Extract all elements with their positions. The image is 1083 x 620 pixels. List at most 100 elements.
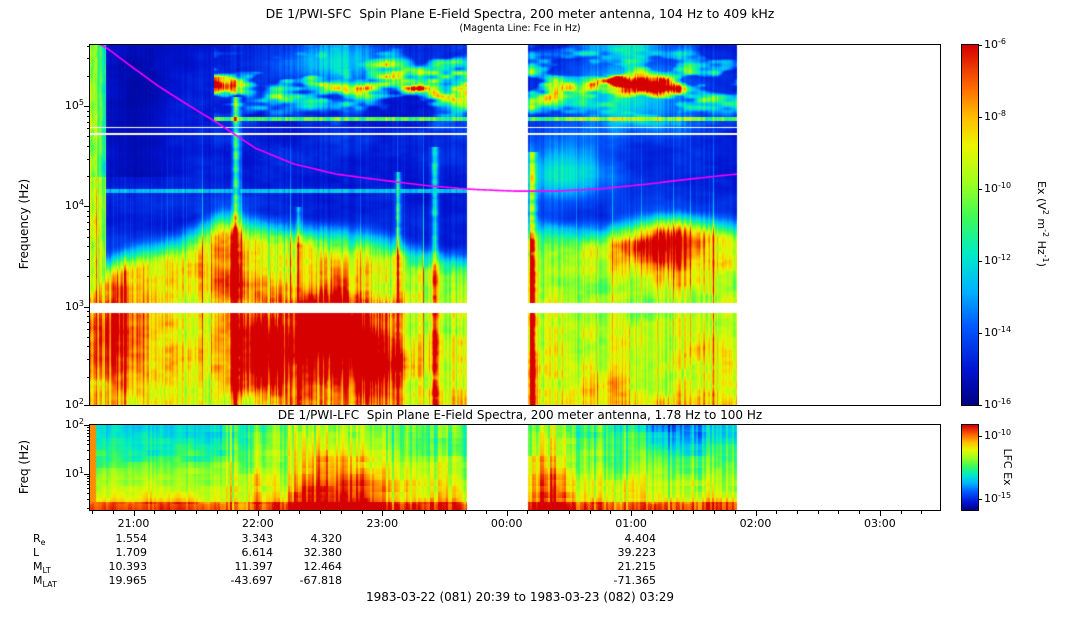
y-minor-tick-mark: [87, 45, 90, 47]
x-minor-tick-mark: [320, 511, 322, 514]
sfc-spectrogram-canvas: [90, 45, 940, 405]
x-minor-tick-mark: [112, 511, 114, 514]
colorbar-tick-label: 10-15: [984, 490, 1012, 505]
ephemeris-value: 39.223: [617, 546, 657, 559]
y-minor-tick-mark: [87, 481, 90, 483]
colorbar-tick-mark: [979, 498, 982, 500]
y-tick-label: 105: [64, 98, 84, 113]
y-minor-tick-mark: [87, 316, 90, 318]
y-minor-tick-mark: [87, 58, 90, 60]
y-minor-tick-mark: [87, 336, 90, 338]
ephemeris-value: -67.818: [299, 574, 342, 587]
y-minor-tick-mark: [87, 210, 90, 212]
ephemeris-value: 21.215: [617, 560, 657, 573]
x-tick-mark: [133, 511, 135, 516]
x-minor-tick-mark: [403, 511, 404, 514]
x-tick-mark: [382, 511, 384, 516]
y-minor-tick-mark: [87, 432, 90, 434]
ephemeris-value: -43.697: [230, 574, 273, 587]
time-range-footer: 1983-03-22 (081) 20:39 to 1983-03-23 (08…: [365, 590, 675, 604]
y-minor-tick-mark: [87, 429, 90, 431]
y-minor-tick-mark: [87, 439, 90, 441]
y-minor-tick-mark: [87, 176, 90, 178]
colorbar-tick-mark: [979, 189, 982, 190]
x-minor-tick-mark: [175, 511, 176, 514]
y-minor-tick-mark: [87, 110, 90, 112]
y-minor-tick-mark: [87, 358, 90, 360]
y-tick-label: 102: [64, 397, 84, 411]
x-minor-tick-mark: [797, 511, 798, 514]
colorbar-tick-label: 10-10: [984, 428, 1012, 443]
y-minor-tick-mark: [87, 158, 90, 160]
y-tick-label: 101: [64, 465, 84, 480]
x-minor-tick-mark: [444, 511, 446, 514]
y-minor-tick-mark: [87, 507, 90, 509]
y-minor-tick-mark: [87, 444, 90, 446]
x-tick-label: 22:00: [242, 517, 274, 530]
ephemeris-row-label: MLAT: [33, 574, 57, 589]
x-minor-tick-mark: [278, 511, 280, 514]
x-minor-tick-mark: [714, 511, 715, 514]
ephemeris-value: 1.709: [115, 546, 148, 559]
sfc-colorbar-label: Ex (V 2 m -2 Hz -1): [1035, 181, 1051, 267]
x-tick-mark: [257, 511, 259, 516]
x-minor-tick-mark: [92, 511, 94, 514]
x-tick-label: 23:00: [366, 517, 399, 530]
lfc-y-axis-label: Freq (Hz): [17, 439, 31, 495]
x-minor-tick-mark: [651, 511, 653, 514]
ephemeris-value: 1.554: [115, 532, 148, 545]
subtitle: (Magenta Line: Fce in Hz): [459, 23, 581, 34]
ephemeris-value: 3.343: [241, 532, 274, 545]
main-title: DE 1/PWI-SFC Spin Plane E-Field Spectra,…: [265, 6, 775, 21]
x-minor-tick-mark: [195, 511, 197, 514]
y-minor-tick-mark: [87, 478, 90, 480]
lfc-colorbar-canvas: [962, 425, 978, 510]
y-minor-tick-mark: [87, 121, 90, 123]
colorbar-tick-label: 10-12: [984, 253, 1012, 267]
x-minor-tick-mark: [589, 511, 591, 514]
y-minor-tick-mark: [87, 322, 90, 324]
ephemeris-value: 4.320: [310, 532, 343, 545]
ephemeris-row-label: MLT: [33, 560, 51, 575]
x-minor-tick-mark: [486, 511, 487, 514]
colorbar-tick-label: 10-14: [984, 325, 1012, 339]
x-minor-tick-mark: [776, 511, 778, 514]
y-tick-mark: [84, 425, 90, 426]
x-tick-label: 02:00: [739, 517, 772, 530]
x-minor-tick-mark: [900, 511, 902, 514]
lfc-panel: [89, 424, 941, 511]
ephemeris-value: 4.404: [624, 532, 657, 545]
y-tick-label: 103: [64, 298, 84, 313]
y-tick-label: 104: [64, 198, 84, 213]
y-minor-tick-mark: [87, 146, 90, 148]
ephemeris-value: 11.397: [234, 560, 274, 573]
colorbar-tick-label: 10-8: [984, 109, 1006, 123]
lfc-colorbar: [961, 424, 979, 511]
y-minor-tick-mark: [87, 435, 90, 437]
y-minor-tick-mark: [87, 136, 90, 138]
y-minor-tick-mark: [87, 484, 90, 486]
colorbar-tick-mark: [979, 45, 982, 46]
x-minor-tick-mark: [921, 511, 923, 514]
x-tick-label: 01:00: [615, 517, 647, 530]
x-tick-mark: [755, 511, 757, 516]
sfc-colorbar: [961, 44, 979, 406]
x-minor-tick-mark: [734, 511, 736, 514]
colorbar-tick-label: 10-6: [984, 37, 1006, 51]
ephemeris-value: 10.393: [108, 560, 148, 573]
y-minor-tick-mark: [87, 311, 90, 313]
y-minor-tick-mark: [87, 376, 90, 378]
ephemeris-value: 19.965: [108, 574, 148, 587]
x-minor-tick-mark: [859, 511, 861, 514]
y-minor-tick-mark: [87, 328, 90, 330]
y-minor-tick-mark: [87, 450, 90, 452]
x-tick-mark: [879, 511, 881, 516]
ephemeris-value: 32.380: [303, 546, 343, 559]
y-minor-tick-mark: [87, 246, 90, 248]
ephemeris-value: -71.365: [613, 574, 656, 587]
x-tick-label: 03:00: [864, 517, 896, 530]
y-minor-tick-mark: [87, 488, 90, 490]
sfc-panel: [89, 44, 941, 406]
y-minor-tick-mark: [87, 498, 90, 500]
lfc-colorbar-label: LFC Ex: [1001, 448, 1015, 486]
